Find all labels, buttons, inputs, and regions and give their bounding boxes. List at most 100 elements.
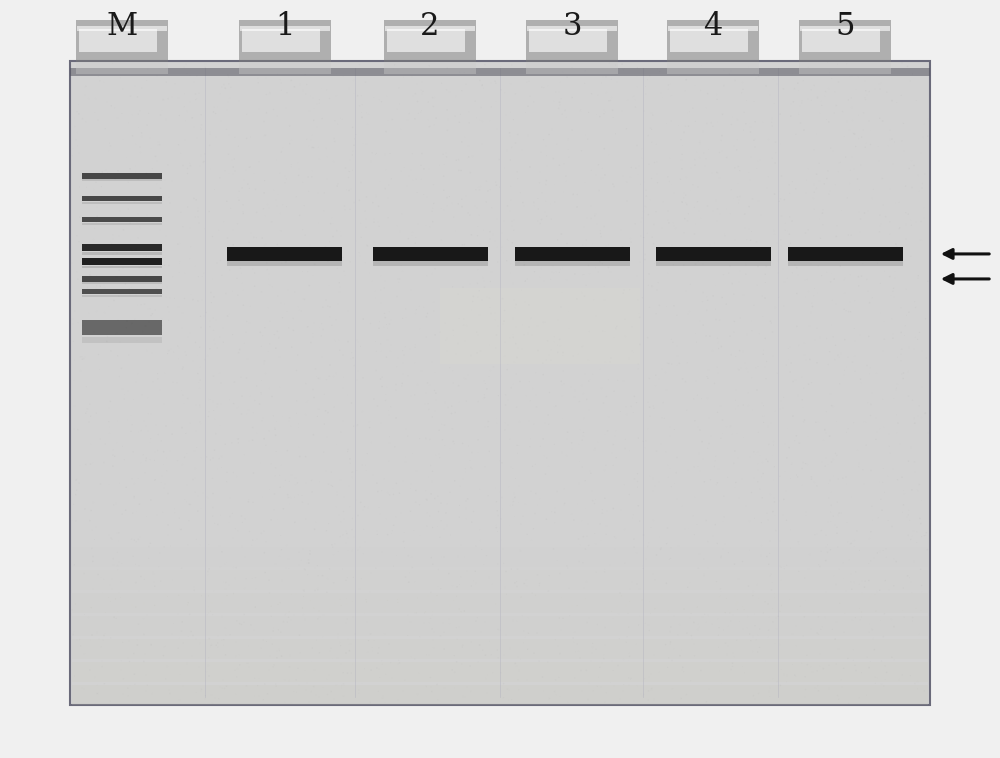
Point (230, 222, 246, 234)
Point (844, 490, 860, 503)
Point (287, 286, 303, 298)
Point (179, 105, 195, 117)
Point (598, 459, 614, 471)
Point (709, 361, 725, 373)
Point (109, 560, 125, 572)
Point (281, 120, 297, 132)
Point (756, 416, 772, 428)
Point (105, 233, 121, 246)
Bar (384, 20, 476, 62)
Point (747, 133, 763, 145)
Point (381, 134, 397, 146)
Point (189, 92, 205, 105)
Point (387, 440, 403, 453)
Point (525, 406, 541, 418)
Point (129, 334, 145, 346)
Point (312, 58, 328, 70)
Point (342, 501, 358, 513)
Point (554, 91, 570, 103)
Point (421, 649, 437, 661)
Point (814, 621, 830, 633)
Point (311, 403, 327, 415)
Point (867, 113, 883, 125)
Point (800, 163, 816, 175)
Point (380, 469, 396, 481)
Point (271, 643, 287, 655)
Point (305, 429, 321, 441)
Point (869, 547, 885, 559)
Point (439, 124, 455, 136)
Point (578, 239, 594, 251)
Bar (384, 62, 476, 74)
Point (194, 294, 210, 306)
Point (622, 583, 638, 595)
Point (394, 380, 410, 392)
Point (560, 133, 576, 145)
Point (663, 553, 679, 565)
Point (341, 363, 357, 375)
Point (635, 166, 651, 178)
Point (488, 342, 504, 354)
Point (320, 380, 336, 392)
Point (836, 626, 852, 638)
Point (143, 273, 159, 285)
Point (751, 688, 767, 700)
Point (282, 158, 298, 170)
Point (160, 344, 176, 356)
Point (236, 337, 252, 349)
Point (149, 668, 165, 680)
Point (436, 643, 452, 655)
Point (818, 541, 834, 553)
Point (493, 512, 509, 525)
Point (633, 688, 649, 700)
Point (310, 372, 326, 384)
Point (749, 578, 765, 590)
Point (899, 309, 915, 321)
Point (625, 346, 641, 359)
Point (266, 622, 282, 634)
Point (723, 349, 739, 361)
Point (69, 484, 85, 496)
Point (876, 657, 892, 669)
Bar (372, 247, 488, 261)
Point (120, 539, 136, 551)
Point (832, 597, 848, 609)
Point (580, 354, 596, 366)
Point (825, 453, 841, 465)
Text: 3: 3 (562, 11, 582, 42)
Point (315, 301, 331, 313)
Point (672, 619, 688, 631)
Point (470, 446, 486, 459)
Point (870, 140, 886, 152)
Point (147, 584, 163, 597)
Point (183, 289, 199, 301)
Point (341, 480, 357, 492)
Point (859, 89, 875, 101)
Point (668, 105, 684, 117)
Point (325, 230, 341, 243)
Point (710, 462, 726, 475)
Point (772, 108, 788, 121)
Point (875, 631, 891, 643)
Point (221, 129, 237, 141)
Point (477, 461, 493, 473)
Point (781, 353, 797, 365)
Point (213, 462, 229, 474)
Point (833, 347, 849, 359)
Point (679, 558, 695, 570)
Point (853, 434, 869, 446)
Point (382, 171, 398, 183)
Point (187, 260, 203, 272)
Point (97, 606, 113, 619)
Point (752, 340, 768, 352)
Point (584, 485, 600, 497)
Point (584, 238, 600, 250)
Point (374, 218, 390, 230)
Point (858, 439, 874, 451)
Point (847, 395, 863, 407)
Point (575, 387, 591, 399)
Point (240, 657, 256, 669)
Point (678, 688, 694, 700)
Point (700, 294, 716, 306)
Point (661, 217, 677, 229)
